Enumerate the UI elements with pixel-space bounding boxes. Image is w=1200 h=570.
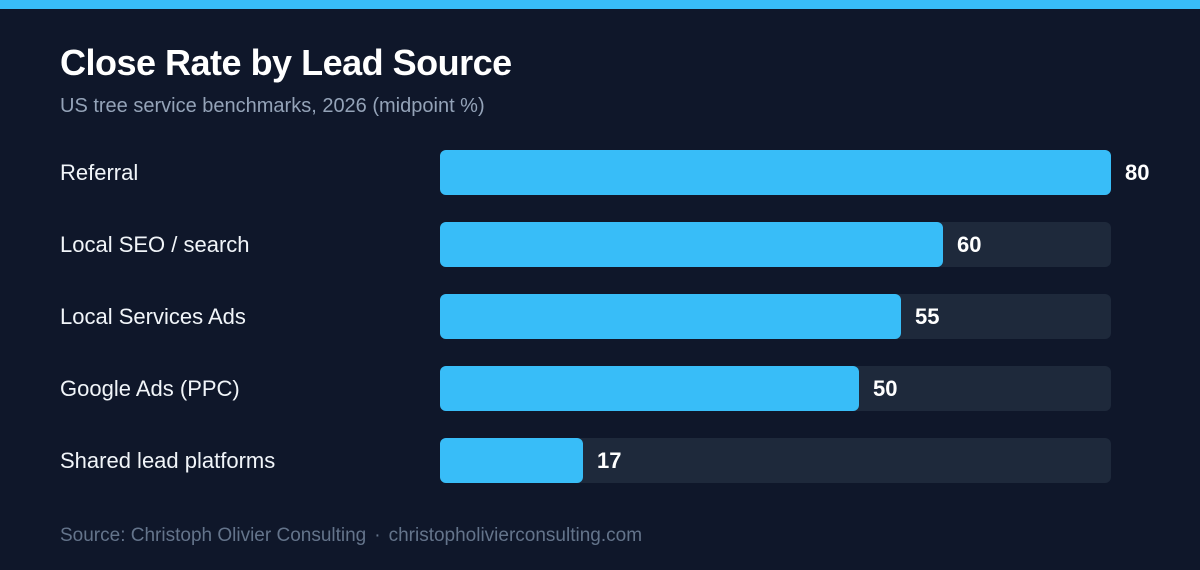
footer-source: Source: Christoph Olivier Consulting — [60, 525, 367, 546]
bar-value-label: 17 — [597, 448, 622, 473]
bar-row: Shared lead platforms 17 — [0, 438, 1200, 483]
category-label: Shared lead platforms — [60, 448, 276, 473]
chart-subtitle: US tree service benchmarks, 2026 (midpoi… — [60, 95, 485, 117]
top-accent-bar — [0, 0, 1200, 9]
category-label: Local Services Ads — [60, 304, 246, 329]
bar — [440, 150, 1111, 195]
bar-row: Referral 80 — [0, 150, 1200, 195]
category-label: Google Ads (PPC) — [60, 376, 240, 401]
bar — [440, 222, 943, 267]
bar-value-label: 55 — [915, 304, 940, 329]
bar-row: Google Ads (PPC) 50 — [0, 366, 1200, 411]
footer-website[interactable]: christopholivierconsulting.com — [388, 525, 643, 546]
bar — [440, 294, 901, 339]
category-label: Local SEO / search — [60, 232, 250, 257]
category-label: Referral — [60, 160, 139, 185]
footer: Source: Christoph Olivier Consulting · chr… — [60, 525, 642, 547]
bar-row: Local SEO / search 60 — [0, 222, 1200, 267]
chart-title: Close Rate by Lead Source — [60, 42, 512, 83]
footer-separator: · — [374, 525, 381, 546]
bar — [440, 438, 583, 483]
bar — [440, 366, 859, 411]
bar-row: Local Services Ads 55 — [0, 294, 1200, 339]
bar-value-label: 80 — [1125, 160, 1150, 185]
bar-value-label: 50 — [873, 376, 898, 401]
bar-value-label: 60 — [957, 232, 982, 257]
